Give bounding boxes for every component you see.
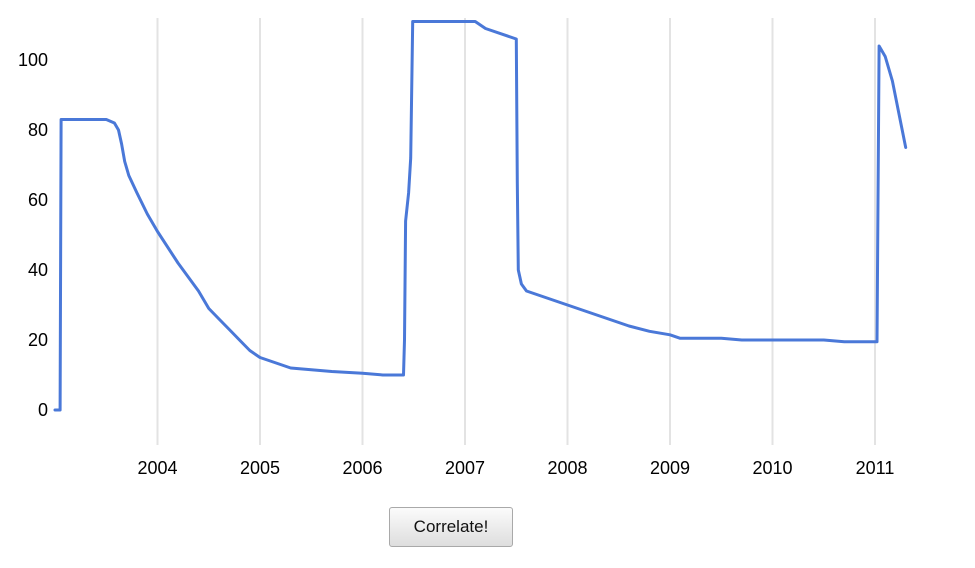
x-tick-label: 2008 [547,458,587,478]
x-tick-label: 2010 [752,458,792,478]
y-tick-label: 0 [38,400,48,420]
x-tick-label: 2009 [650,458,690,478]
x-tick-label: 2004 [137,458,177,478]
y-tick-label: 20 [28,330,48,350]
x-tick-label: 2005 [240,458,280,478]
y-tick-label: 100 [18,50,48,70]
chart: 0 20 40 60 80 100 2004 2005 2006 2007 2008 2009 201… [18,18,908,478]
y-tick-label: 80 [28,120,48,140]
x-tick-label: 2011 [856,458,895,478]
x-axis: 2004 2005 2006 2007 2008 2009 2010 2011 [137,458,894,478]
series-line-0 [53,20,908,412]
y-tick-label: 40 [28,260,48,280]
series-layer [53,20,908,412]
gridlines [156,18,876,445]
y-tick-label: 60 [28,190,48,210]
x-tick-label: 2006 [342,458,382,478]
correlate-button[interactable]: Correlate! [389,507,513,547]
x-tick-label: 2007 [445,458,485,478]
y-axis: 0 20 40 60 80 100 [18,50,48,420]
